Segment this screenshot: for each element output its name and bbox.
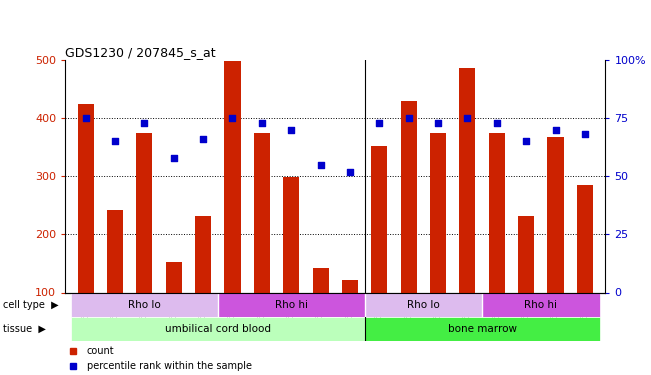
Point: [492, 120, 502, 126]
Text: Rho lo: Rho lo: [407, 300, 439, 310]
Point: [139, 120, 150, 126]
Point: [433, 120, 443, 126]
Bar: [430, 133, 446, 292]
Bar: [312, 267, 329, 292]
Bar: [165, 262, 182, 292]
Bar: [547, 137, 564, 292]
Bar: [136, 133, 152, 292]
Bar: [482, 292, 600, 317]
Bar: [254, 133, 270, 292]
Point: [579, 131, 590, 137]
Point: [315, 162, 326, 168]
Text: cell type  ▶: cell type ▶: [3, 300, 59, 310]
Bar: [577, 185, 593, 292]
Point: [345, 169, 355, 175]
Bar: [283, 177, 299, 292]
Bar: [342, 280, 358, 292]
Bar: [195, 216, 211, 292]
Point: [198, 136, 208, 142]
Point: [110, 138, 120, 144]
Bar: [77, 104, 94, 292]
Bar: [71, 317, 365, 341]
Point: [374, 120, 385, 126]
Text: GDS1230 / 207845_s_at: GDS1230 / 207845_s_at: [65, 46, 215, 59]
Point: [227, 115, 238, 121]
Text: Rho hi: Rho hi: [524, 300, 557, 310]
Text: bone marrow: bone marrow: [448, 324, 517, 334]
Text: count: count: [87, 346, 115, 356]
Bar: [371, 146, 387, 292]
Text: Rho hi: Rho hi: [275, 300, 308, 310]
Point: [521, 138, 531, 144]
Point: [550, 127, 561, 133]
Point: [81, 115, 91, 121]
Text: percentile rank within the sample: percentile rank within the sample: [87, 360, 252, 370]
Bar: [71, 292, 218, 317]
Bar: [218, 292, 365, 317]
Bar: [400, 101, 417, 292]
Text: tissue  ▶: tissue ▶: [3, 324, 46, 334]
Point: [404, 115, 414, 121]
Point: [462, 115, 473, 121]
Text: Rho lo: Rho lo: [128, 300, 161, 310]
Bar: [365, 292, 482, 317]
Bar: [460, 68, 475, 292]
Bar: [489, 133, 505, 292]
Point: [286, 127, 296, 133]
Text: umbilical cord blood: umbilical cord blood: [165, 324, 271, 334]
Bar: [365, 317, 600, 341]
Bar: [518, 216, 534, 292]
Bar: [225, 61, 241, 292]
Point: [169, 154, 179, 160]
Point: [256, 120, 267, 126]
Bar: [107, 210, 123, 292]
